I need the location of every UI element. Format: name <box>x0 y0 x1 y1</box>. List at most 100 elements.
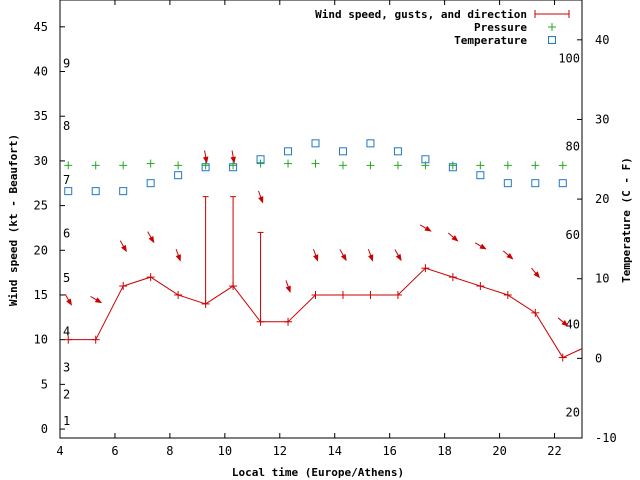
y-right-tick-label: 0 <box>595 351 602 365</box>
wind-direction-arrow <box>175 248 181 262</box>
wind-point <box>146 273 155 282</box>
wind-direction-arrow <box>119 240 127 253</box>
pressure-point <box>256 159 265 168</box>
arrow-head <box>506 252 514 260</box>
arrow-head <box>148 235 155 244</box>
legend: Wind speed, gusts, and directionPressure… <box>315 8 570 47</box>
pressure-point <box>311 159 320 168</box>
wind-point <box>311 290 320 299</box>
legend-label: Wind speed, gusts, and direction <box>315 8 527 21</box>
temperature-point <box>311 139 320 148</box>
temperature-point <box>201 163 210 172</box>
beaufort-label: 2 <box>63 387 70 401</box>
arrow-head <box>561 320 569 327</box>
beaufort-label: 8 <box>63 119 70 133</box>
x-tick-label: 12 <box>273 444 287 458</box>
wind-direction-arrow <box>394 249 402 262</box>
arrow-head <box>340 253 347 262</box>
wind-direction-arrow <box>419 224 432 232</box>
x-tick-label: 16 <box>382 444 396 458</box>
wind-point <box>284 317 293 326</box>
y-left-tick-label: 20 <box>34 243 48 257</box>
arrow-head <box>533 271 541 279</box>
wind-series <box>64 150 583 362</box>
beaufort-label: 4 <box>63 325 70 339</box>
wind-direction-arrow <box>447 232 459 242</box>
temperature-point <box>174 171 183 180</box>
temperature-series <box>64 139 567 196</box>
wind-direction-arrow <box>474 242 487 250</box>
y-left-tick-label: 35 <box>34 109 48 123</box>
fahrenheit-label: 40 <box>566 317 580 331</box>
wind-direction-arrow <box>147 231 155 244</box>
pressure-point <box>448 161 457 170</box>
pressure-point <box>146 159 155 168</box>
pressure-point <box>284 159 293 168</box>
x-tick-label: 20 <box>492 444 506 458</box>
beaufort-label: 5 <box>63 271 70 285</box>
wind-direction-arrow <box>312 248 319 262</box>
temperature-point <box>531 179 540 188</box>
temperature-point <box>146 179 155 188</box>
arrow-head <box>313 254 319 262</box>
y-left-tick-label: 0 <box>41 422 48 436</box>
y-left-tick-label: 25 <box>34 199 48 213</box>
pressure-point <box>91 161 100 170</box>
pressure-point <box>338 161 347 170</box>
beaufort-label: 7 <box>63 173 70 187</box>
fahrenheit-label: 80 <box>566 140 580 154</box>
beaufort-label: 6 <box>63 226 70 240</box>
legend-label: Temperature <box>454 34 527 47</box>
wind-point <box>366 290 375 299</box>
wind-direction-arrow <box>230 150 236 164</box>
wind-point <box>531 308 540 317</box>
temperature-point <box>119 187 128 196</box>
arrow-head <box>285 285 291 293</box>
arrow-head <box>175 254 181 262</box>
pressure-point <box>503 161 512 170</box>
temperature-point <box>256 155 265 164</box>
axis-ticks <box>59 0 582 439</box>
wind-point <box>503 290 512 299</box>
temperature-point <box>64 187 73 196</box>
wind-direction-arrow <box>502 250 514 260</box>
arrow-head <box>368 254 374 262</box>
pressure-series <box>64 159 567 170</box>
temperature-point <box>284 147 293 156</box>
arrow-head <box>258 196 264 204</box>
pressure-point <box>64 161 73 170</box>
temperature-point <box>338 147 347 156</box>
y-left-tick-label: 15 <box>34 288 48 302</box>
wind-direction-arrow <box>90 296 103 304</box>
wind-direction-arrow <box>339 249 347 262</box>
y-left-tick-label: 45 <box>34 20 48 34</box>
x-tick-label: 14 <box>328 444 342 458</box>
temperature-point <box>448 163 457 172</box>
y-left-tick-label: 10 <box>34 333 48 347</box>
wind-direction-arrow <box>258 190 264 204</box>
wind-point <box>338 290 347 299</box>
y-right-tick-label: -10 <box>595 431 617 445</box>
arrow-head <box>203 156 209 164</box>
temperature-point <box>366 139 375 148</box>
arrow-head <box>424 225 432 232</box>
wind-direction-arrow <box>367 248 374 262</box>
fahrenheit-label: 60 <box>566 228 580 242</box>
temperature-point <box>476 171 485 180</box>
temperature-point <box>421 155 430 164</box>
temperature-point <box>558 179 567 188</box>
wind-point <box>421 264 430 273</box>
arrow-head <box>121 244 127 253</box>
wind-point <box>174 290 183 299</box>
y-left-tick-label: 30 <box>34 154 48 168</box>
wind-direction-arrow <box>203 150 209 164</box>
legend-label: Pressure <box>474 21 527 34</box>
y-axis-left-title: Wind speed (kt - Beaufort) <box>7 134 20 306</box>
temperature-point <box>503 179 512 188</box>
pressure-point <box>366 161 375 170</box>
arrow-head <box>479 243 487 250</box>
wind-point <box>64 335 73 344</box>
arrow-head <box>451 235 459 242</box>
x-tick-label: 8 <box>166 444 173 458</box>
